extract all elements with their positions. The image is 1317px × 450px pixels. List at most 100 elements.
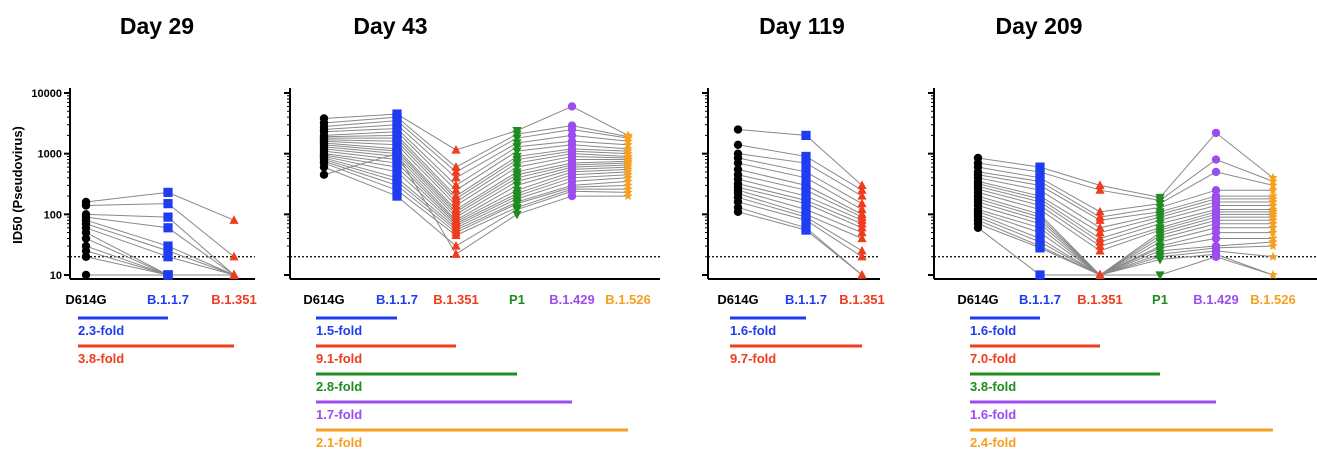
- panel-day-43: Day 43 D614G B.1.1.7 B.1.351 P1 B.1.429 B.1.52…: [284, 13, 660, 450]
- b-1-351-point: [451, 172, 461, 182]
- subject-line: [323, 159, 629, 231]
- x-tick-label: P1: [509, 292, 525, 307]
- b-1-1-7-point: [1035, 180, 1045, 190]
- subject-line: [323, 153, 629, 223]
- x-tick-label: B.1.351: [839, 292, 885, 307]
- b-1-429-point: [1211, 167, 1221, 177]
- subject-line: [323, 160, 629, 234]
- b-1-526-point: [1268, 222, 1278, 232]
- subject-line: [977, 183, 1273, 240]
- d614g-point: [81, 234, 91, 243]
- subject-line: [323, 162, 628, 236]
- b-1-351-point: [857, 245, 867, 255]
- b-1-1-7-point: [801, 130, 811, 141]
- b-1-429-point: [567, 125, 577, 134]
- fold-change-label: 1.7-fold: [316, 407, 362, 422]
- b-1-351-point: [1095, 245, 1105, 255]
- b-1-351-point: [1095, 270, 1105, 279]
- b-1-1-7-point: [801, 180, 811, 190]
- subject-line: [323, 166, 629, 247]
- y-tick-label: 100: [44, 209, 62, 221]
- subject-line: [323, 127, 629, 187]
- subject-line: [323, 116, 629, 168]
- b-1-429-point: [1211, 228, 1221, 237]
- y-tick-label: 1000: [38, 149, 62, 161]
- b-1-351-point: [857, 204, 867, 214]
- x-tick-label: D614G: [717, 292, 758, 307]
- subject-line: [977, 223, 1274, 276]
- b-1-351-point: [451, 144, 461, 154]
- x-tick-label: B.1.526: [1250, 292, 1296, 307]
- subject-line: [977, 132, 1274, 198]
- subject-line: [85, 191, 235, 221]
- b-1-1-7-point: [1035, 270, 1045, 280]
- x-tick-label: B.1.351: [1077, 292, 1123, 307]
- b-1-1-7-point: [163, 212, 173, 222]
- x-tick-label: B.1.429: [549, 292, 595, 307]
- p1-point: [512, 163, 522, 173]
- fold-change-label: 1.6-fold: [970, 323, 1016, 338]
- p1-point: [512, 147, 522, 157]
- b-1-1-7-point: [1035, 167, 1045, 177]
- b-1-1-7-point: [801, 199, 811, 209]
- b-1-351-point: [857, 180, 867, 189]
- b-1-1-7-point: [163, 270, 173, 280]
- fold-change-label: 1.6-fold: [970, 407, 1016, 422]
- x-tick-label: B.1.1.7: [376, 292, 418, 307]
- b-1-351-point: [1095, 241, 1105, 250]
- x-tick-label: B.1.1.7: [785, 292, 827, 307]
- d614g-point: [733, 140, 743, 150]
- b-1-429-point: [567, 191, 577, 201]
- p1-point: [512, 205, 522, 215]
- b-1-1-7-point: [801, 215, 811, 225]
- b-1-351-point: [451, 230, 461, 239]
- subject-line: [323, 124, 629, 179]
- panel-title: Day 209: [996, 13, 1083, 39]
- d614g-point: [81, 246, 91, 256]
- b-1-1-7-point: [801, 185, 811, 195]
- b-1-1-7-point: [801, 167, 811, 177]
- b-1-1-7-point: [163, 199, 173, 209]
- b-1-351-point: [229, 251, 239, 261]
- subject-line: [737, 196, 863, 252]
- b-1-429-point: [1211, 128, 1221, 138]
- p1-point: [512, 210, 522, 220]
- y-axis-label: ID50 (Pseudovirus): [10, 126, 25, 244]
- b-1-1-7-point: [801, 225, 811, 235]
- b-1-526-point: [1268, 251, 1278, 261]
- b-1-1-7-point: [1035, 243, 1045, 253]
- b-1-351-point: [1095, 222, 1105, 232]
- fold-change-label: 7.0-fold: [970, 351, 1016, 366]
- subject-line: [323, 142, 628, 211]
- b-1-1-7-point: [392, 191, 402, 201]
- x-tick-label: D614G: [65, 292, 106, 307]
- x-tick-label: B.1.1.7: [147, 292, 189, 307]
- x-tick-label: D614G: [303, 292, 344, 307]
- b-1-1-7-point: [801, 158, 811, 168]
- d614g-point: [319, 170, 329, 179]
- b-1-351-point: [451, 166, 461, 176]
- b-1-351-point: [857, 270, 867, 279]
- d614g-point: [733, 207, 743, 217]
- b-1-351-point: [857, 251, 867, 261]
- fold-change-label: 2.1-fold: [316, 435, 362, 450]
- b-1-1-7-point: [1035, 162, 1045, 172]
- subject-line: [323, 140, 629, 207]
- subject-line: [977, 185, 1273, 243]
- p1-point: [1155, 271, 1165, 280]
- subject-line: [737, 206, 863, 276]
- p1-point: [512, 134, 522, 144]
- b-1-429-point: [1211, 185, 1221, 195]
- b-1-351-point: [229, 215, 239, 224]
- subject-line: [323, 120, 629, 173]
- subject-line: [977, 180, 1273, 234]
- x-tick-label: B.1.351: [211, 292, 257, 307]
- panel-day-209: Day 209 D614G B.1.1.7 B.1.351 P1 B.1.429 B.1.5…: [928, 13, 1317, 450]
- subject-line: [977, 198, 1273, 276]
- subject-line: [323, 157, 629, 229]
- b-1-351-point: [1095, 185, 1105, 194]
- d614g-point: [319, 162, 329, 172]
- b-1-1-7-point: [163, 241, 173, 251]
- subject-line: [85, 227, 235, 276]
